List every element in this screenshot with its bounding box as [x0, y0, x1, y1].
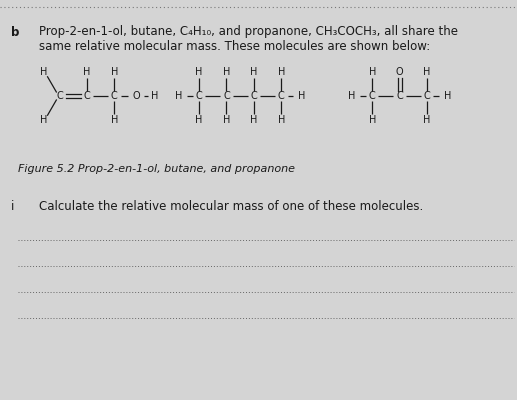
Text: H: H	[195, 67, 203, 77]
Text: O: O	[396, 67, 403, 77]
Text: Prop-2-en-1-ol, butane, C₄H₁₀, and propanone, CH₃COCH₃, all share the: Prop-2-en-1-ol, butane, C₄H₁₀, and propa…	[39, 25, 458, 38]
Text: H: H	[195, 115, 203, 125]
Text: H: H	[423, 67, 431, 77]
Text: H: H	[111, 115, 118, 125]
Text: Figure 5.2 Prop-2-en-1-ol, butane, and propanone: Figure 5.2 Prop-2-en-1-ol, butane, and p…	[18, 164, 295, 174]
Text: C: C	[396, 91, 403, 101]
Text: H: H	[223, 67, 230, 77]
Text: i: i	[11, 200, 15, 213]
Text: H: H	[111, 67, 118, 77]
Text: C: C	[369, 91, 376, 101]
Text: H: H	[83, 67, 90, 77]
Text: H: H	[223, 115, 230, 125]
Text: C: C	[56, 91, 63, 101]
Text: C: C	[223, 91, 230, 101]
Text: C: C	[278, 91, 285, 101]
Text: H: H	[369, 67, 376, 77]
Text: C: C	[250, 91, 257, 101]
Text: O: O	[132, 91, 140, 101]
Text: H: H	[278, 115, 285, 125]
Text: C: C	[83, 91, 90, 101]
Text: C: C	[423, 91, 431, 101]
Text: H: H	[369, 115, 376, 125]
Text: H: H	[175, 91, 182, 101]
Text: H: H	[151, 91, 158, 101]
Text: C: C	[111, 91, 118, 101]
Text: C: C	[195, 91, 203, 101]
Text: H: H	[250, 115, 257, 125]
Text: H: H	[250, 67, 257, 77]
Text: H: H	[278, 67, 285, 77]
Text: same relative molecular mass. These molecules are shown below:: same relative molecular mass. These mole…	[39, 40, 430, 53]
Text: H: H	[40, 115, 48, 125]
Text: Calculate the relative molecular mass of one of these molecules.: Calculate the relative molecular mass of…	[39, 200, 423, 213]
Text: H: H	[423, 115, 431, 125]
Text: H: H	[40, 67, 48, 77]
Text: H: H	[348, 91, 355, 101]
Text: H: H	[298, 91, 306, 101]
Text: H: H	[444, 91, 451, 101]
Text: b: b	[11, 26, 20, 39]
